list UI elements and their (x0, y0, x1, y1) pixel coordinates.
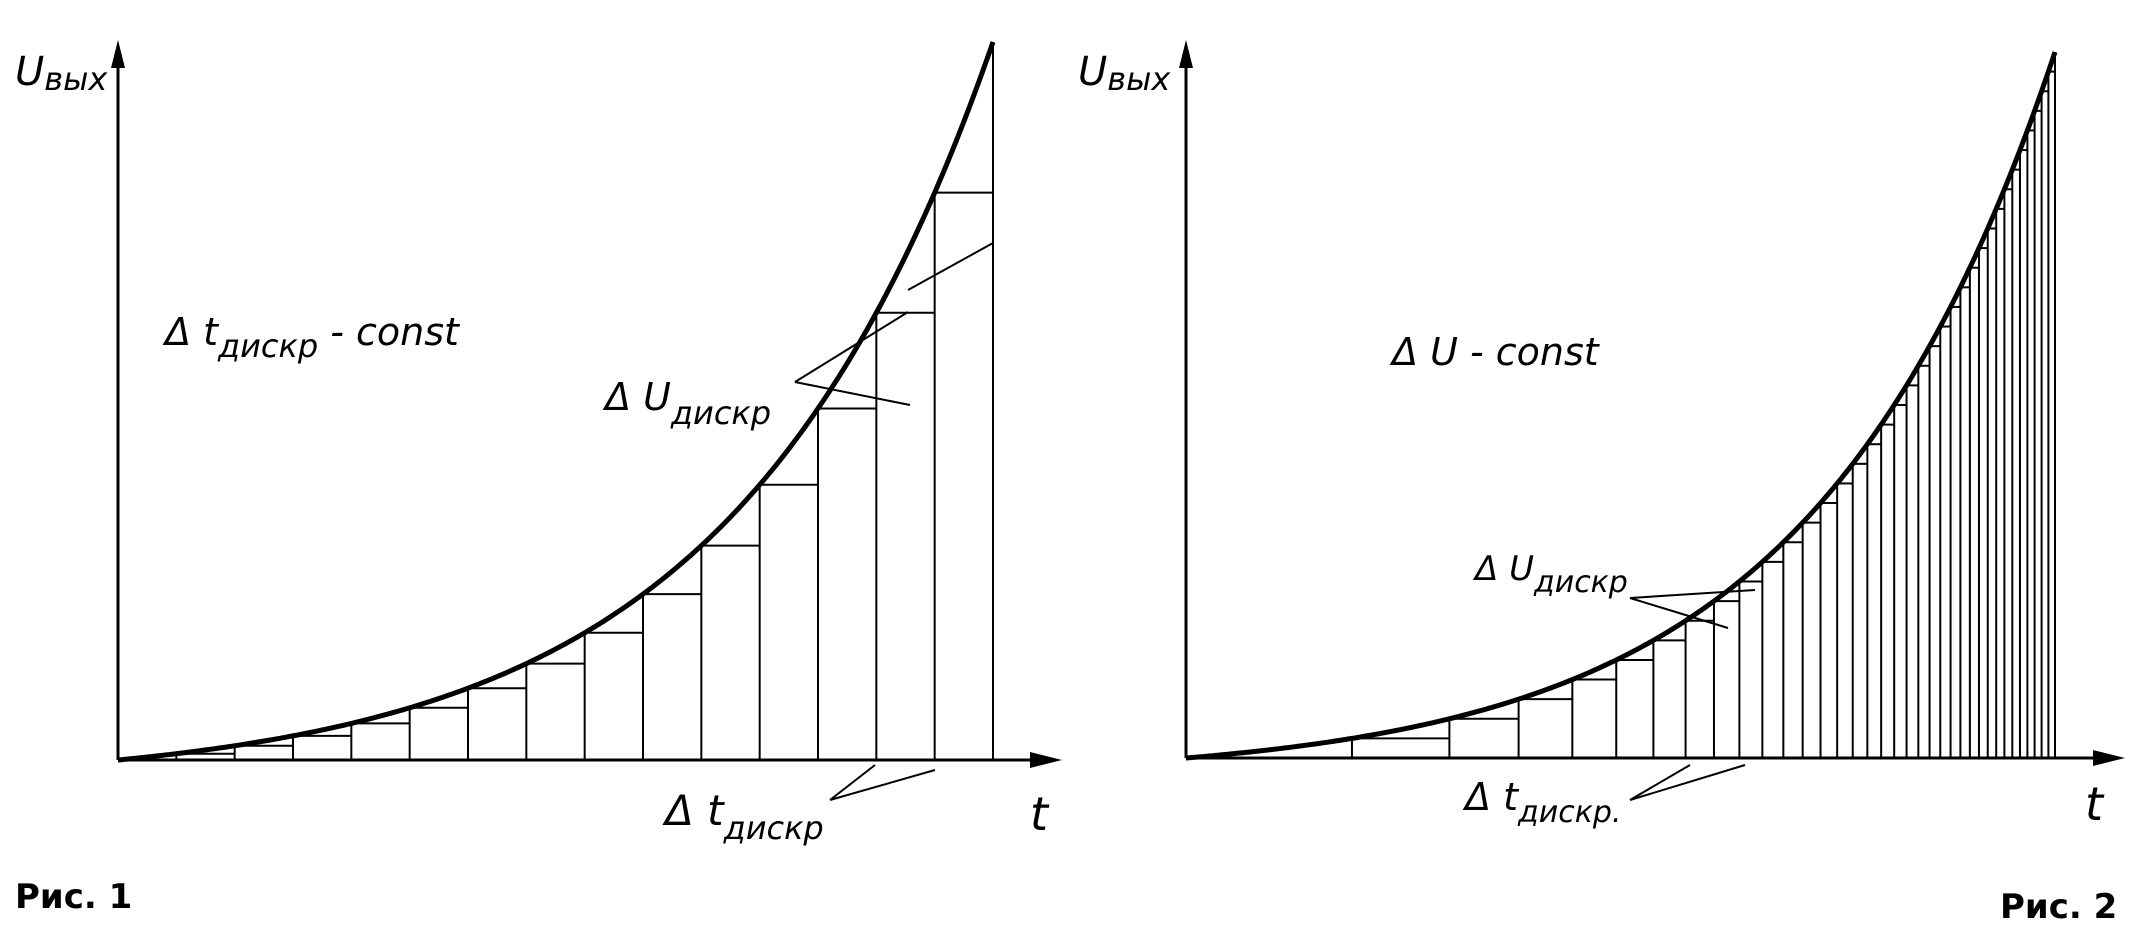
fig1-x-axis-arrow (1030, 752, 1062, 768)
fig1-delta-u-label: Δ Uдискр (602, 375, 771, 432)
fig2-caption: Рис. 2 (2000, 887, 2117, 927)
fig1-delta-u-leader-upper (794, 311, 909, 383)
fig1-delta-t-leader-left (829, 764, 876, 801)
fig1-delta-t-label: Δ tдискр (662, 786, 824, 847)
fig2-staircase (1350, 52, 2056, 758)
fig2-delta-t-label: Δ tдискр. (1462, 775, 1621, 830)
fig2-delta-t-leader-left (1629, 764, 1691, 801)
fig2-y-axis-label: Uвых (1078, 49, 1171, 98)
fig2-exponential-curve (1185, 51, 2058, 761)
figure-2: Uвых t Δ U - const Δ Uдискр Δ tдискр. Ри… (1078, 40, 2125, 927)
fig2-delta-t-leader-right (1629, 764, 1746, 801)
fig2-x-axis-arrow (2093, 750, 2125, 766)
fig2-delta-u-leader-lower (1629, 597, 1729, 629)
fig1-delta-u-leader-lower (794, 381, 911, 406)
fig1-delta-t-leader-right (829, 769, 936, 801)
fig2-delta-u-label: Δ Uдискр (1472, 549, 1628, 600)
fig1-caption: Рис. 1 (15, 877, 132, 917)
fig1-y-axis-arrow (111, 40, 125, 68)
fig1-staircase (175, 42, 994, 760)
fig2-x-axis-label: t (2085, 777, 2105, 831)
figure-1: Uвых t Δ tдискр - const Δ Uдискр Δ tдиск… (15, 40, 1062, 917)
fig1-exponential-curve (117, 41, 996, 763)
fig2-y-axis-arrow (1179, 40, 1193, 68)
fig1-y-axis-label: Uвых (15, 49, 108, 98)
fig1-mode-label: Δ tдискр - const (162, 310, 461, 365)
fig1-delta-u-extension (907, 242, 994, 291)
fig2-mode-label: Δ U - const (1389, 330, 1601, 374)
fig2-delta-u-leader-upper (1629, 589, 1756, 599)
fig1-x-axis-label: t (1030, 787, 1050, 841)
